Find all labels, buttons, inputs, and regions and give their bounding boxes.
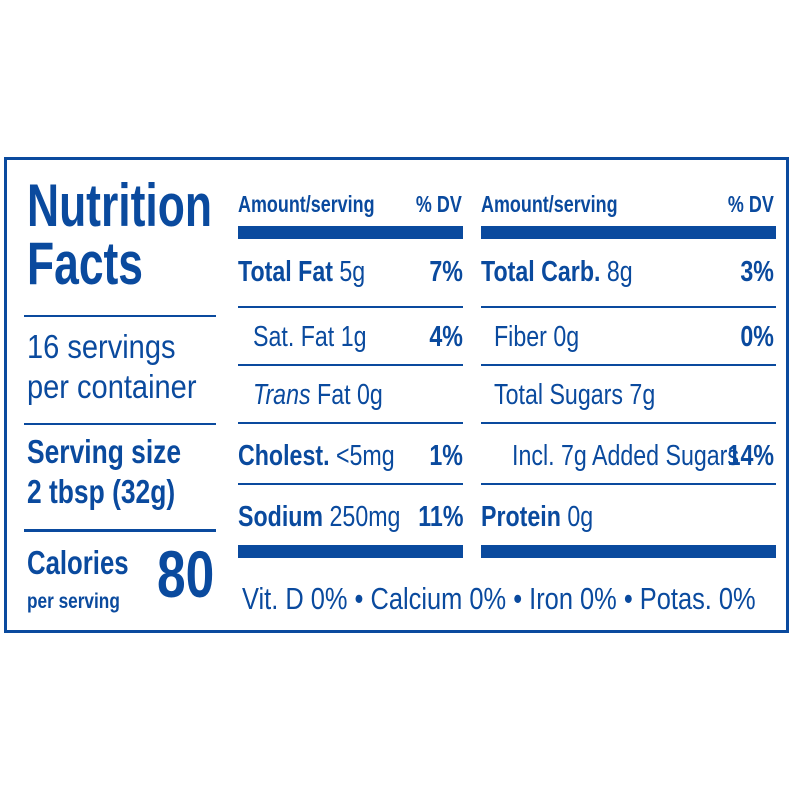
nutrient-name: Sat. Fat [253,321,335,353]
nutrient-amount: 250mg [329,501,401,533]
nutrient-cholesterol: Cholest. <5mg [238,439,434,473]
nutrient-dv: 0% [714,320,774,354]
dv-value: 1% [429,440,463,472]
nutrient-amount: 0g [357,379,383,411]
divider [238,306,463,308]
nutrient-added-sugars: Incl. 7g Added Sugars [512,439,796,473]
nutrient-fiber: Fiber 0g [494,320,600,354]
nutrient-name: Protein [481,501,561,533]
divider [481,364,776,366]
calories-sublabel: per serving [27,589,140,615]
nutrient-name: Incl. 7g Added Sugars [512,440,740,472]
calories-label: Calories [27,543,157,583]
divider [238,364,463,366]
serving-size-value: 2 tbsp (32g) [27,473,176,510]
amount-header-right: Amount/serving [481,190,656,218]
dv-value: 0% [740,321,774,353]
nutrient-name: Cholest. [238,440,330,472]
dv-header-left: % DV [402,190,462,218]
nutrient-dv: 4% [403,320,463,354]
dv-value: 7% [429,256,463,288]
nutrient-dv: 1% [403,439,463,473]
divider [481,306,776,308]
nutrient-sodium: Sodium 250mg [238,500,441,534]
nutrient-dv: 14% [714,439,774,473]
divider [24,315,216,317]
nutrient-amount: 0g [553,321,580,353]
vitamins-text: Vit. D 0% • Calcium 0% • Iron 0% • Potas… [242,581,756,616]
nutrient-name: Fat [317,379,351,411]
nutrient-amount: 8g [606,256,633,288]
amount-header-left: Amount/serving [238,190,413,218]
divider [238,483,463,485]
nutrient-trans-fat: Trans Fat 0g [253,378,415,412]
thick-divider [481,545,776,558]
nutrient-protein: Protein 0g [481,500,621,534]
divider [481,422,776,424]
dv-value: 3% [740,256,774,288]
dv-header-text: % DV [416,191,462,217]
nutrient-amount: 5g [339,256,366,288]
nutrient-name: Fiber [494,321,547,353]
serving-size: Serving size 2 tbsp (32g) [27,432,220,512]
nutrient-sat-fat: Sat. Fat 1g [253,320,395,354]
nutrient-total-sugars: Total Sugars 7g [494,378,696,412]
nutrition-facts-panel: Nutrition Facts 16 servings per containe… [4,157,789,633]
thick-divider [481,226,776,239]
nutrient-total-fat: Total Fat 5g [238,255,397,289]
nutrient-dv: 11% [403,500,463,534]
nutrition-facts-title: Nutrition Facts [27,172,277,297]
divider [238,422,463,424]
nutrient-amount: 1g [340,321,367,353]
calories-value: 80 [157,534,230,614]
thick-divider [238,545,463,558]
nutrient-name: Sodium [238,501,324,533]
calories-value-text: 80 [157,537,215,611]
nutrient-total-carb: Total Carb. 8g [481,255,671,289]
nutrient-name: Total Carb. [481,256,601,288]
servings-per-container: 16 servings per container [27,327,220,407]
nutrient-name: Total Sugars [494,379,623,411]
amount-header-text: Amount/serving [238,191,375,217]
calories-sublabel-text: per serving [27,590,120,613]
vitamins-minerals-line: Vit. D 0% • Calcium 0% • Iron 0% • Potas… [242,580,800,618]
dv-header-right: % DV [714,190,774,218]
dv-value: 11% [417,501,463,533]
title-line-1: Nutrition [27,172,212,239]
dv-value: 4% [429,321,463,353]
nutrient-amount: 0g [567,501,594,533]
divider [481,483,776,485]
divider [24,529,216,532]
dv-header-text: % DV [728,191,774,217]
calories-label-text: Calories [27,544,129,581]
nutrient-name-italic: Trans [253,379,311,411]
amount-header-text: Amount/serving [481,191,618,217]
nutrient-name: Total Fat [238,256,333,288]
servings-line-2: per container [27,368,197,405]
nutrient-dv: 7% [403,255,463,289]
thick-divider [238,226,463,239]
nutrient-amount: 7g [629,379,656,411]
divider [24,423,216,425]
servings-line-1: 16 servings [27,328,176,365]
nutrient-dv: 3% [714,255,774,289]
dv-value: 14% [727,440,774,472]
serving-size-label: Serving size [27,433,182,470]
title-line-2: Facts [27,230,143,297]
nutrient-amount: <5mg [335,440,395,472]
